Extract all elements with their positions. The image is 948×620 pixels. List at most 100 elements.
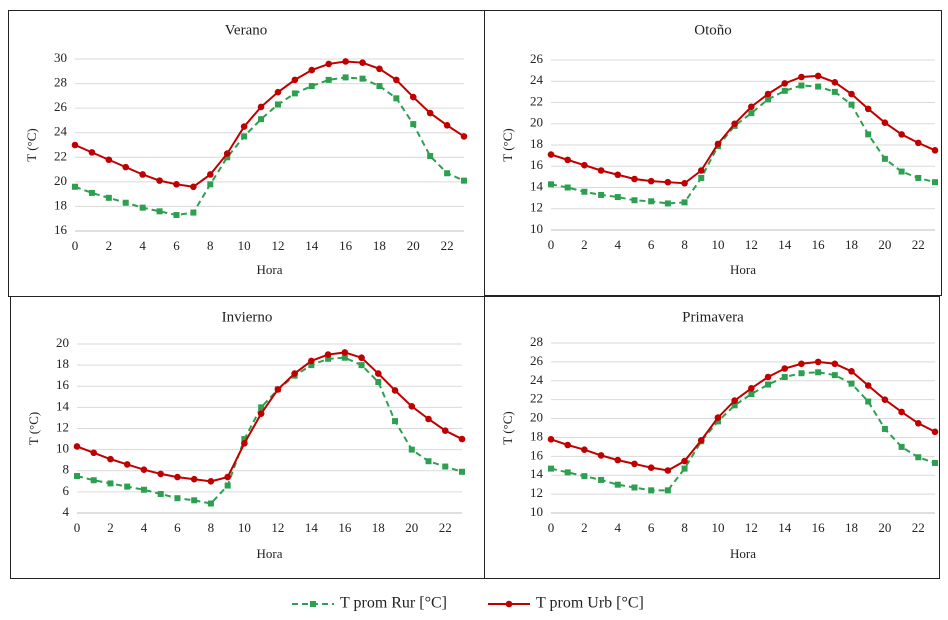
marker <box>461 177 467 184</box>
marker <box>915 139 922 147</box>
marker <box>443 122 451 129</box>
marker <box>291 90 298 97</box>
y-tick-label: 14 <box>530 466 544 481</box>
y-tick-label: 14 <box>56 398 70 413</box>
x-tick-label: 22 <box>439 520 452 535</box>
x-tick-label: 20 <box>878 237 891 252</box>
marker <box>864 382 872 389</box>
x-tick-label: 2 <box>581 237 588 252</box>
y-tick-label: 18 <box>56 356 69 371</box>
x-tick-label: 8 <box>208 520 215 535</box>
marker <box>90 449 98 457</box>
y-tick-label: 16 <box>530 157 544 172</box>
marker <box>308 357 315 365</box>
marker <box>915 454 922 461</box>
marker <box>814 358 822 366</box>
marker <box>931 147 939 154</box>
panel-frame <box>484 296 940 579</box>
marker <box>105 194 112 201</box>
marker <box>173 181 180 188</box>
x-tick-label: 18 <box>372 520 385 535</box>
marker <box>427 153 434 160</box>
marker <box>748 110 755 117</box>
marker <box>308 66 316 74</box>
marker <box>325 76 332 83</box>
marker <box>748 391 755 397</box>
marker <box>393 76 400 84</box>
x-tick-label: 0 <box>72 238 79 253</box>
y-tick-label: 28 <box>530 334 543 349</box>
marker <box>781 365 789 372</box>
marker <box>898 443 905 450</box>
marker <box>631 484 638 491</box>
marker <box>698 174 705 181</box>
y-tick-label: 30 <box>54 50 67 65</box>
x-tick-label: 6 <box>174 520 181 535</box>
marker <box>140 466 148 473</box>
x-tick-label: 0 <box>548 520 555 535</box>
x-tick-label: 14 <box>778 237 792 252</box>
marker <box>898 408 905 416</box>
marker <box>393 95 400 102</box>
marker <box>798 73 805 81</box>
marker <box>342 74 349 81</box>
marker <box>173 212 180 219</box>
marker <box>631 197 638 204</box>
x-tick-label: 14 <box>305 238 319 253</box>
marker <box>240 123 248 130</box>
marker <box>107 480 114 487</box>
marker <box>581 161 588 169</box>
marker <box>597 167 605 174</box>
y-tick-label: 16 <box>54 222 68 237</box>
marker <box>647 177 655 185</box>
marker <box>223 150 231 157</box>
marker <box>174 495 181 502</box>
marker <box>731 402 738 409</box>
marker <box>241 439 248 447</box>
marker <box>781 374 788 380</box>
marker <box>358 362 365 369</box>
y-tick-label: 26 <box>54 99 68 114</box>
marker <box>157 470 164 478</box>
legend-label: T prom Urb [°C] <box>536 595 644 612</box>
marker <box>73 443 81 450</box>
x-tick-label: 12 <box>745 520 758 535</box>
marker <box>781 80 789 87</box>
y-axis-label: T (°C) <box>24 128 39 161</box>
x-tick-label: 18 <box>845 237 858 252</box>
marker <box>748 385 755 392</box>
marker <box>459 468 465 475</box>
marker <box>157 490 164 497</box>
marker <box>190 209 197 216</box>
marker <box>848 101 855 108</box>
x-tick-label: 16 <box>339 238 353 253</box>
x-axis-label: Hora <box>730 546 756 561</box>
y-tick-label: 12 <box>530 485 543 500</box>
y-tick-label: 10 <box>530 221 543 236</box>
marker <box>547 151 555 158</box>
series-line <box>550 360 936 472</box>
marker <box>207 500 214 507</box>
x-axis-label: Hora <box>730 262 756 277</box>
marker <box>631 175 638 183</box>
x-tick-label: 8 <box>207 238 214 253</box>
y-tick-label: 22 <box>530 93 543 108</box>
marker <box>864 105 872 113</box>
marker <box>341 349 349 356</box>
marker <box>798 370 805 377</box>
marker <box>831 360 839 368</box>
series-line <box>550 74 936 185</box>
marker <box>139 171 146 178</box>
marker <box>664 200 671 207</box>
x-tick-label: 10 <box>238 520 251 535</box>
x-tick-label: 0 <box>74 520 81 535</box>
marker <box>308 83 315 90</box>
y-axis-label: T (°C) <box>26 412 41 445</box>
marker <box>547 436 555 443</box>
marker <box>105 156 113 164</box>
marker <box>191 497 198 504</box>
marker <box>681 465 688 472</box>
marker <box>731 120 738 128</box>
marker <box>932 179 938 186</box>
x-tick-label: 6 <box>648 237 655 252</box>
